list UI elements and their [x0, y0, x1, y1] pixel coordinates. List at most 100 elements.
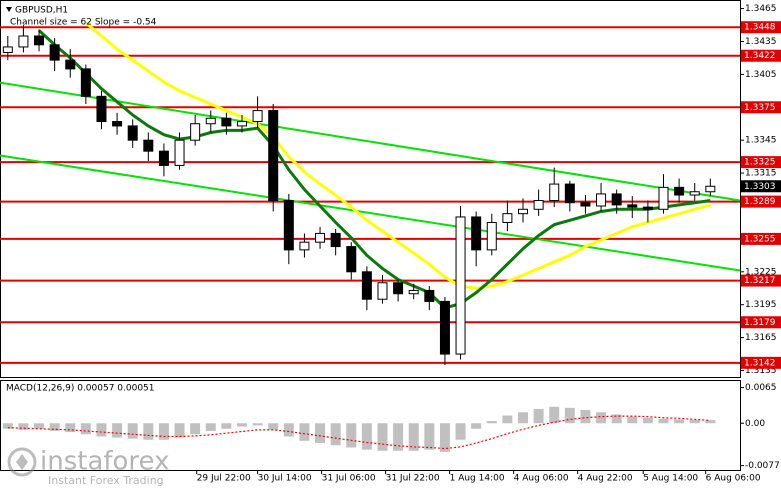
x-tick-label: 31 Jul 06:00 [322, 474, 376, 484]
indicator-tick-label: -0.0077 [745, 461, 780, 471]
y-tick-label: 1.3195 [745, 300, 777, 310]
candle-body [96, 95, 107, 123]
macd-bar [205, 423, 216, 431]
macd-bar [408, 423, 419, 451]
x-tick-label: 4 Aug 22:00 [578, 474, 633, 484]
candle-body [658, 186, 669, 210]
x-tick-label: 6 Aug 06:00 [706, 474, 761, 484]
level-label-box [741, 21, 781, 34]
macd-bar [502, 415, 513, 424]
channel-line [0, 154, 741, 272]
macd-bar [174, 423, 185, 438]
candle-body [346, 246, 357, 273]
candle-body [315, 232, 326, 243]
x-tick-label: 5 Aug 14:00 [643, 474, 698, 484]
macd-bar [361, 423, 372, 450]
macd-bar [533, 408, 544, 424]
candle-body [393, 282, 404, 295]
level-label: 1.3325 [744, 158, 776, 168]
candle-body [533, 200, 544, 210]
candle-body [689, 191, 700, 196]
macd-bar [18, 423, 29, 430]
y-tick-label: 1.3135 [745, 366, 777, 376]
candle-body [2, 46, 13, 53]
x-tick-label: 1 Aug 14:00 [450, 474, 505, 484]
candle-body [49, 44, 60, 61]
macd-bar [236, 423, 247, 427]
y-tick-label: 1.3435 [745, 37, 777, 47]
logo-mark [16, 454, 28, 470]
level-label-box [741, 232, 781, 245]
macd-bar [611, 414, 622, 424]
title-icon [6, 7, 12, 12]
branding: instaforex Instant Forex Trading [7, 447, 169, 487]
candle-body [80, 68, 91, 97]
price-frame [0, 0, 741, 378]
level-label-box [741, 101, 781, 114]
candle-body [486, 221, 497, 251]
candle-body [674, 186, 685, 196]
macd-bar [96, 423, 107, 437]
level-label: 1.3448 [744, 23, 776, 33]
indicator-frame [0, 380, 741, 471]
candle-body [642, 206, 653, 210]
macd-bar [112, 423, 123, 438]
candle-body [471, 216, 482, 251]
candle-body [143, 139, 154, 152]
candle-body [252, 110, 263, 123]
candle-body [705, 185, 716, 193]
candle-body [564, 183, 575, 204]
macd-bar [221, 423, 232, 429]
candle-body [502, 213, 513, 223]
candle-body [158, 150, 169, 166]
candle-body [611, 193, 622, 206]
macd-bar [424, 423, 435, 450]
macd-bar [471, 423, 482, 429]
logo-text: instaforex [40, 447, 169, 477]
candle-body [455, 216, 466, 355]
level-label: 1.3142 [744, 358, 776, 368]
macd-bar [34, 423, 45, 429]
macd-bar [49, 423, 60, 431]
macd-bar [674, 419, 685, 424]
level-label: 1.3179 [744, 318, 776, 328]
level-label: 1.3289 [744, 197, 776, 207]
candle-body [236, 121, 247, 127]
candle-body [330, 232, 341, 248]
macd-bar [315, 423, 326, 444]
candle-body [283, 200, 294, 251]
macd-bar [127, 423, 138, 439]
level-label: 1.3217 [744, 276, 776, 286]
macd-bar [549, 406, 560, 424]
candle-body [127, 125, 138, 141]
macd-bar [80, 423, 91, 435]
last-price-box [741, 180, 781, 193]
indicator-tick-label: 0.00 [745, 419, 765, 429]
macd-bar [439, 423, 450, 452]
macd-bar [252, 423, 263, 426]
candle-body [65, 59, 76, 70]
chart-subtitle: Channel size = 62 Slope = -0.54 [10, 18, 157, 28]
moving-average [84, 21, 711, 290]
macd-bar [143, 423, 154, 440]
candle-body [34, 35, 45, 46]
level-label-box [741, 49, 781, 62]
channel-line [0, 81, 741, 202]
candle-body [596, 193, 607, 207]
macd-bar [65, 423, 76, 433]
macd-bar [158, 423, 169, 440]
moving-average [38, 29, 711, 310]
macd-bar [486, 421, 497, 424]
candle-body [377, 282, 388, 300]
y-tick-label: 1.3315 [745, 169, 777, 179]
candle-body [580, 202, 591, 207]
last-price-label: 1.3303 [744, 182, 776, 192]
level-label-box [741, 274, 781, 287]
macd-bar [299, 423, 310, 441]
macd-bar [268, 423, 279, 430]
x-tick-label: 31 Jul 22:00 [386, 474, 440, 484]
macd-bar [517, 412, 528, 424]
macd-bar [705, 420, 716, 424]
macd-bar [346, 423, 357, 448]
